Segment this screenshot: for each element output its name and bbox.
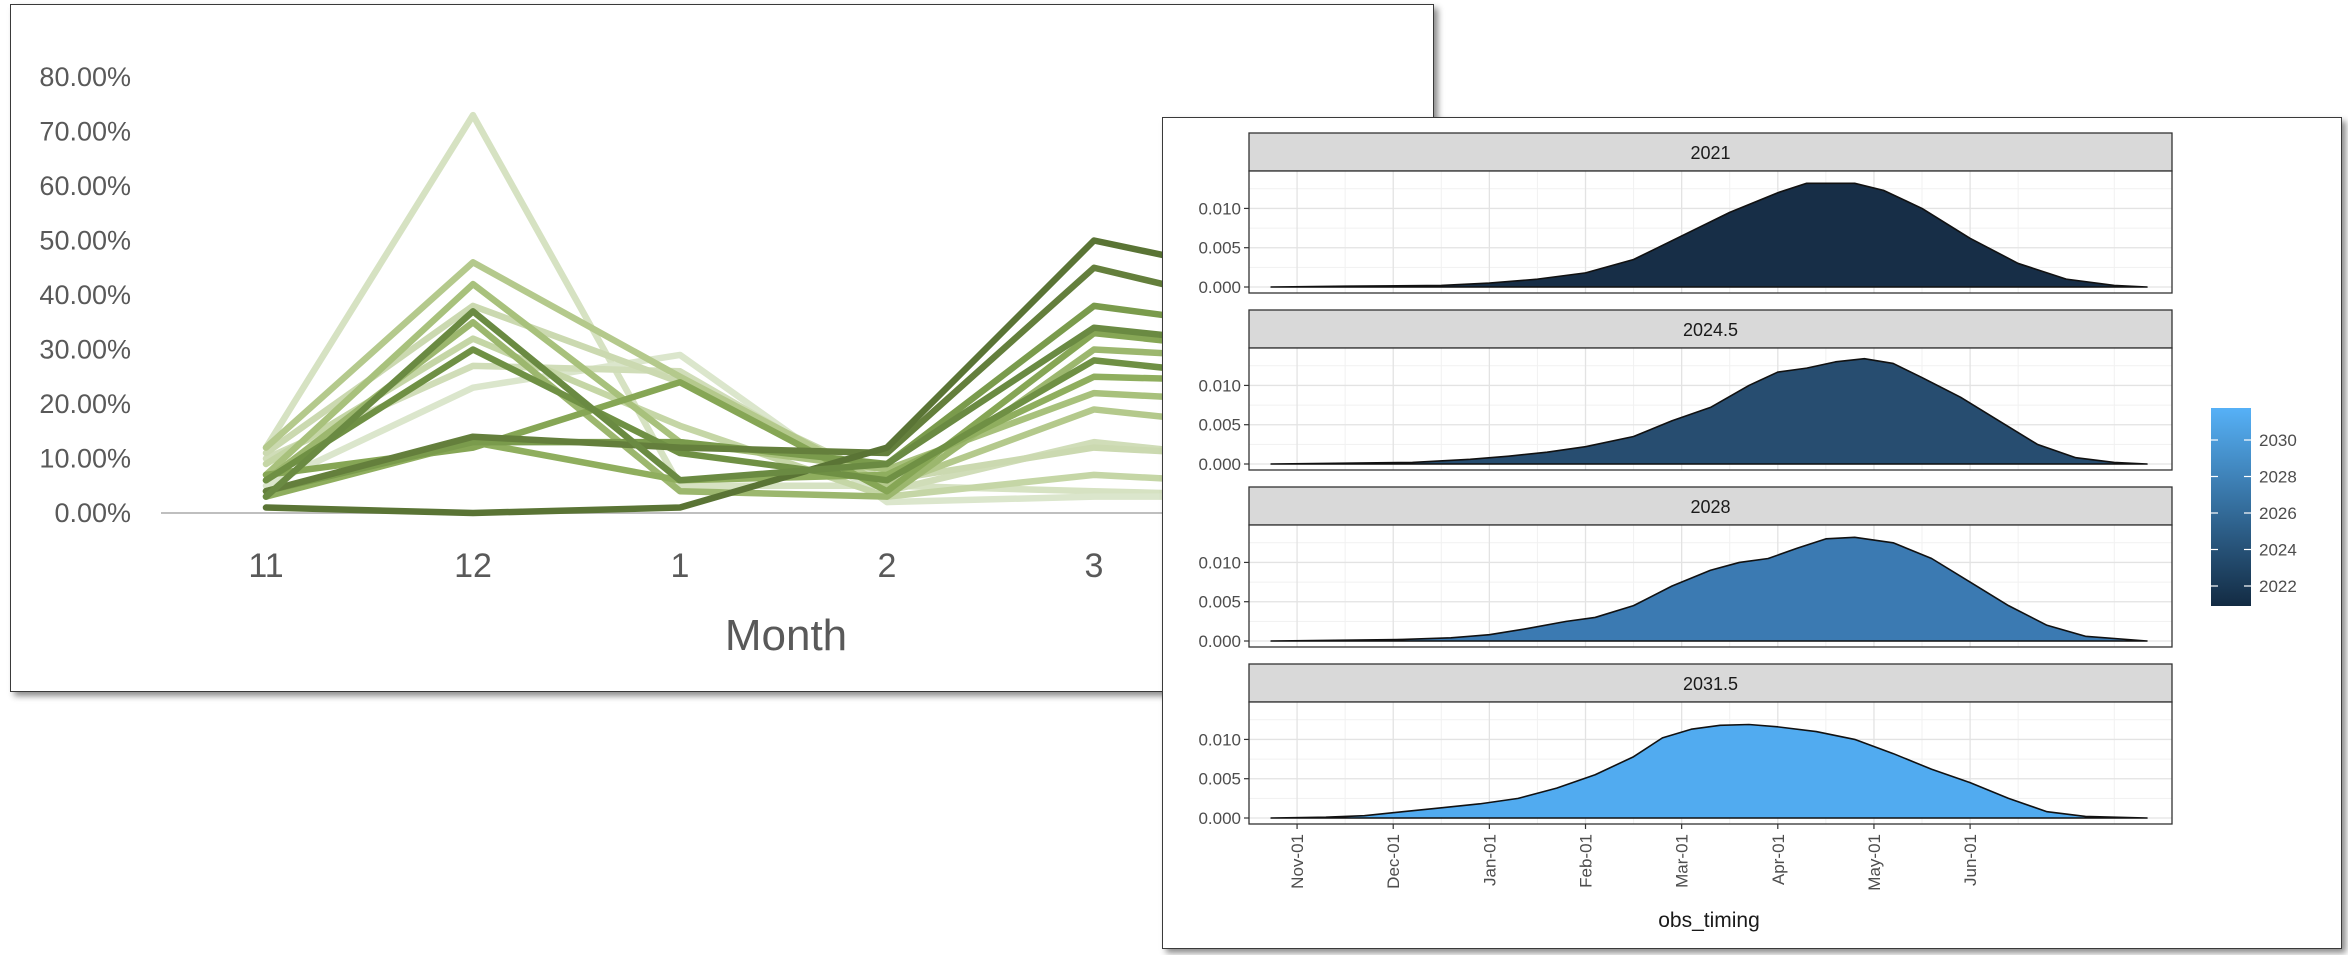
y-tick-label: 50.00% — [39, 226, 131, 256]
y-tick-label: 0.000 — [1198, 278, 1241, 297]
y-tick-label: 30.00% — [39, 335, 131, 365]
facet-panel-border — [1248, 170, 2173, 294]
y-tick-label: 0.005 — [1198, 593, 1241, 612]
facet-strip-label: 2031.5 — [1683, 674, 1738, 694]
x-tick-label: Nov-01 — [1288, 834, 1307, 889]
y-tick-label: 10.00% — [39, 444, 131, 474]
facet-strip-1 — [1248, 132, 2173, 172]
legend-tick-label: 2030 — [2259, 431, 2297, 450]
series-line-1 — [262, 111, 1305, 500]
x-tick-label: Jan-01 — [1480, 834, 1499, 886]
facet-strip-label: 2028 — [1690, 497, 1730, 517]
series-line-8 — [262, 319, 1305, 500]
series-line-15 — [262, 308, 1305, 500]
x-axis-title: obs_timing — [1658, 909, 1760, 932]
y-tick-label: 0.000 — [1198, 809, 1241, 828]
density-area-2 — [1270, 357, 2148, 465]
series-line-5 — [262, 335, 1305, 500]
facet-strip-label: 2024.5 — [1683, 320, 1738, 340]
facet-panel-border — [1248, 347, 2173, 471]
legend-tick-label: 2026 — [2259, 504, 2297, 523]
y-tick-label: 0.010 — [1198, 199, 1241, 218]
density-area-4 — [1270, 723, 2148, 819]
series-line-13 — [262, 264, 1305, 495]
facet-strip-label: 2021 — [1690, 143, 1730, 163]
facet-panel-border — [1248, 524, 2173, 648]
x-axis-title: Month — [725, 611, 847, 660]
y-tick-label: 80.00% — [39, 62, 131, 92]
obs-timing-density-facets: 2021 0.000 0.005 0.010 2024.5 0.000 0.005 0.010… — [1162, 117, 2342, 949]
legend-tick-label: 2022 — [2259, 577, 2297, 596]
x-tick-label: 12 — [454, 547, 492, 585]
x-tick-label: 11 — [248, 547, 283, 585]
line-chart-canvas: 0.00% 10.00% 20.00% 30.00% 40.00% 50.00% 60.00… — [39, 62, 1435, 660]
y-tick-label: 0.010 — [1198, 553, 1241, 572]
x-tick-label: Jun-01 — [1961, 834, 1980, 886]
y-tick-label: 0.00% — [54, 498, 131, 528]
facet-panel-border — [1248, 701, 2173, 825]
facet-strip-4 — [1248, 663, 2173, 703]
y-tick-label: 60.00% — [39, 171, 131, 201]
colorbar-legend — [2211, 408, 2251, 606]
legend-tick-label: 2028 — [2259, 468, 2297, 487]
series-line-6 — [262, 259, 1305, 489]
y-tick-label: 0.005 — [1198, 239, 1241, 258]
x-tick-label: 1 — [671, 547, 690, 585]
y-tick-label: 20.00% — [39, 389, 131, 419]
series-line-12 — [262, 346, 1305, 484]
x-tick-label: Apr-01 — [1769, 834, 1788, 885]
y-tick-label: 0.010 — [1198, 730, 1241, 749]
legend-tick-label: 2024 — [2259, 541, 2297, 560]
y-tick-label: 40.00% — [39, 280, 131, 310]
density-chart-canvas: 2021 0.000 0.005 0.010 2024.5 0.000 0.005 0.010… — [1198, 132, 2297, 932]
y-tick-label: 0.010 — [1198, 376, 1241, 395]
y-tick-label: 0.000 — [1198, 632, 1241, 651]
x-tick-label: 2 — [878, 547, 897, 585]
y-tick-label: 0.000 — [1198, 455, 1241, 474]
density-area-1 — [1270, 182, 2148, 288]
x-tick-label: Dec-01 — [1384, 834, 1403, 889]
x-tick-label: 3 — [1085, 547, 1104, 585]
x-tick-label: May-01 — [1865, 834, 1884, 891]
x-tick-label: Feb-01 — [1577, 834, 1596, 888]
series-line-14 — [262, 237, 1305, 517]
x-tick-label: Mar-01 — [1673, 834, 1692, 888]
density-area-3 — [1270, 536, 2148, 642]
y-tick-label: 0.005 — [1198, 416, 1241, 435]
y-tick-label: 0.005 — [1198, 770, 1241, 789]
y-tick-label: 70.00% — [39, 117, 131, 147]
